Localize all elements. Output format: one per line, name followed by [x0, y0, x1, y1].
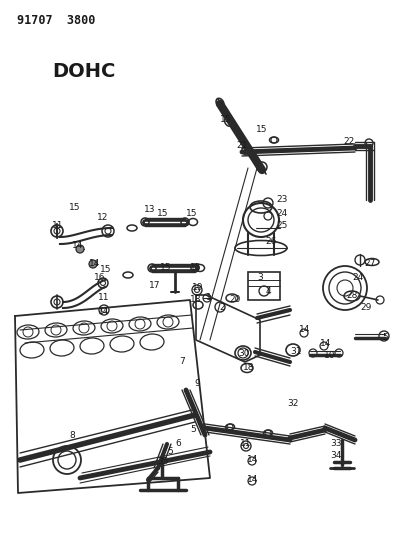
- Text: 28: 28: [346, 292, 358, 301]
- Circle shape: [76, 245, 84, 253]
- Text: 19: 19: [192, 284, 204, 293]
- Text: 14: 14: [98, 308, 110, 317]
- Text: 15: 15: [256, 125, 268, 134]
- Text: 14: 14: [247, 475, 259, 484]
- Text: 91707  3800: 91707 3800: [17, 14, 96, 27]
- Text: 24: 24: [276, 208, 288, 217]
- Text: 16: 16: [94, 272, 106, 281]
- Text: 6: 6: [175, 440, 181, 448]
- Text: 26: 26: [265, 238, 277, 246]
- Text: DOHC: DOHC: [52, 62, 115, 81]
- Text: 17: 17: [149, 280, 161, 289]
- Text: 15: 15: [190, 263, 202, 272]
- Text: 10: 10: [324, 351, 336, 359]
- Text: 23: 23: [276, 196, 288, 205]
- Text: 11: 11: [98, 293, 110, 302]
- Text: 2: 2: [219, 303, 225, 312]
- Bar: [248, 272, 280, 300]
- Text: 15: 15: [160, 263, 172, 272]
- Text: 8: 8: [69, 432, 75, 440]
- Text: 35: 35: [157, 456, 169, 465]
- Text: 24: 24: [352, 273, 364, 282]
- Text: 15: 15: [186, 208, 198, 217]
- Text: 4: 4: [265, 287, 271, 295]
- Text: 1: 1: [206, 294, 212, 303]
- Text: 15: 15: [69, 203, 81, 212]
- Text: 7: 7: [179, 358, 185, 367]
- Text: 5: 5: [382, 334, 388, 343]
- Text: 20: 20: [229, 295, 241, 303]
- Text: 11: 11: [240, 440, 252, 448]
- Text: 5: 5: [190, 425, 196, 434]
- Text: 25: 25: [276, 221, 288, 230]
- Text: 31: 31: [290, 348, 302, 357]
- Text: 3: 3: [257, 273, 263, 282]
- Text: 14: 14: [299, 325, 311, 334]
- Text: 14: 14: [72, 241, 84, 251]
- Text: 15: 15: [157, 208, 169, 217]
- Text: 18: 18: [243, 362, 255, 372]
- Text: 14: 14: [89, 259, 101, 268]
- Text: 22: 22: [343, 136, 355, 146]
- Text: 33: 33: [330, 439, 342, 448]
- Text: 13: 13: [144, 205, 156, 214]
- Text: 29: 29: [360, 303, 372, 311]
- Circle shape: [89, 260, 97, 268]
- Text: 9: 9: [194, 378, 200, 387]
- Text: 5: 5: [167, 448, 173, 456]
- Text: 11: 11: [52, 222, 64, 230]
- Text: 30: 30: [238, 349, 250, 358]
- Text: 15: 15: [220, 115, 232, 124]
- Text: 21: 21: [236, 141, 248, 149]
- Text: 15: 15: [100, 265, 112, 274]
- Text: 12: 12: [98, 214, 109, 222]
- Text: 18: 18: [190, 295, 202, 303]
- Text: 27: 27: [364, 260, 376, 269]
- Text: 34: 34: [330, 450, 342, 459]
- Text: 14: 14: [247, 455, 259, 464]
- Text: 32: 32: [287, 399, 298, 408]
- Text: 14: 14: [320, 340, 332, 349]
